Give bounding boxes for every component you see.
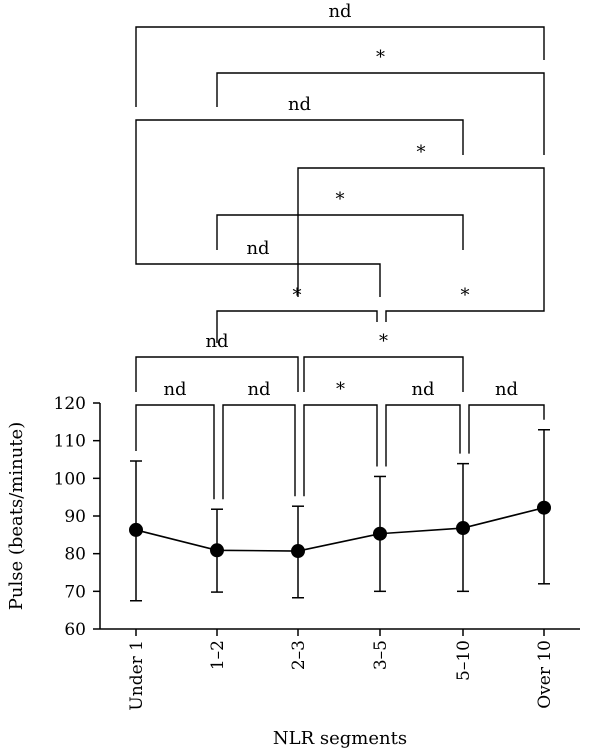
data-point [373, 526, 387, 541]
data-point [456, 521, 470, 536]
comparison-bracket [297, 167, 545, 297]
comparison-label: nd [288, 94, 311, 115]
comparison-label: * [336, 379, 345, 400]
x-tick-label: 1–2 [208, 640, 228, 670]
comparison-label: nd [328, 1, 351, 22]
y-tick-label: 110 [54, 432, 86, 452]
x-tick-label: 3–5 [371, 640, 391, 670]
comparison-label: nd [163, 379, 186, 400]
y-axis-title: Pulse (beats/minute) [6, 422, 27, 610]
comparison-label: * [417, 142, 426, 163]
y-tick-label: 120 [54, 394, 86, 414]
comparison-bracket [222, 404, 296, 500]
x-tick-label: Under 1 [127, 640, 147, 711]
comparison-bracket [135, 404, 215, 500]
comparison-bracket [216, 310, 378, 343]
y-tick-label: 60 [64, 620, 86, 640]
comparison-label: * [293, 285, 302, 306]
comparison-bracket [135, 356, 299, 392]
data-points [129, 500, 551, 559]
x-tick-label: 5–10 [454, 640, 474, 681]
x-axis-title: NLR segments [273, 728, 407, 749]
y-tick-label: 80 [64, 545, 86, 565]
comparison-bracket [468, 404, 545, 454]
y-tick-label: 70 [64, 582, 86, 602]
comparison-bracket [216, 214, 464, 250]
x-ticks: Under 1 1–2 2–3 3–5 5–10 Over 10 [127, 629, 555, 711]
x-tick-label: Over 10 [535, 640, 555, 709]
series-line [135, 506, 545, 552]
comparison-bracket [385, 297, 545, 322]
y-tick-label: 100 [54, 469, 86, 489]
comparison-label: nd [411, 379, 434, 400]
comparison-bracket [135, 250, 381, 297]
comparison-label: * [336, 189, 345, 210]
y-ticks: 60 70 80 90 100 110 120 [54, 394, 100, 640]
data-point [129, 522, 143, 537]
error-bars [130, 428, 550, 602]
comparison-bracket [216, 72, 545, 155]
plot-area: 60 70 80 90 100 110 120 Under 1 1–2 2–3 3–5 5–10 Ov… [54, 394, 580, 711]
comparison-label: nd [246, 238, 269, 259]
comparison-bracket [385, 404, 461, 467]
data-point [291, 544, 305, 559]
y-tick-label: 90 [64, 507, 86, 527]
comparison-bracket [135, 119, 464, 250]
comparison-label: nd [247, 379, 270, 400]
comparison-label: * [379, 331, 388, 352]
comparison-label: nd [495, 379, 518, 400]
comparison-bracket [135, 26, 545, 107]
comparison-label: * [376, 47, 385, 68]
x-tick-label: 2–3 [289, 640, 309, 670]
data-point [210, 543, 224, 558]
comparison-bracket [303, 404, 378, 497]
comparison-label: * [461, 285, 470, 306]
comparison-bracket [303, 356, 464, 392]
data-point [537, 500, 551, 515]
